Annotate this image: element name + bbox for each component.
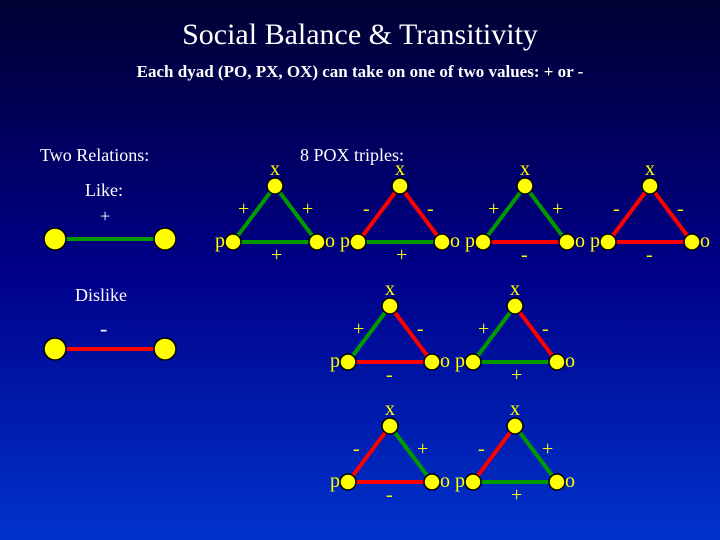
sign-po-t4: - xyxy=(646,244,653,267)
sign-ox-t6: - xyxy=(542,318,549,341)
vertex-o-t1: o xyxy=(325,230,335,253)
vertex-x-t5: x xyxy=(385,278,395,301)
vertex-o-t2: o xyxy=(450,230,460,253)
slide-title: Social Balance & Transitivity xyxy=(0,0,720,52)
sign-px-t7: - xyxy=(353,438,360,461)
vertex-x-t7: x xyxy=(385,398,395,421)
vertex-p-t8: p xyxy=(455,470,465,493)
vertex-o-t6: o xyxy=(565,350,575,373)
slide-subtitle: Each dyad (PO, PX, OX) can take on one o… xyxy=(0,62,720,82)
sign-ox-t4: - xyxy=(677,198,684,221)
sign-po-t5: - xyxy=(386,364,393,387)
triangle-t5 xyxy=(330,290,460,400)
vertex-p-t1: p xyxy=(215,230,225,253)
vertex-x-t2: x xyxy=(395,158,405,181)
triangle-t4 xyxy=(590,170,720,280)
vertex-p-t6: p xyxy=(455,350,465,373)
sign-po-t1: + xyxy=(271,244,282,267)
sign-ox-t8: + xyxy=(542,438,553,461)
dislike-label: Dislike xyxy=(75,285,127,306)
vertex-o-t8: o xyxy=(565,470,575,493)
two-relations-heading: Two Relations: xyxy=(40,145,149,166)
sign-px-t4: - xyxy=(613,198,620,221)
sign-po-t2: + xyxy=(396,244,407,267)
sign-po-t7: - xyxy=(386,484,393,507)
vertex-x-t6: x xyxy=(510,278,520,301)
vertex-p-t4: p xyxy=(590,230,600,253)
sign-px-t6: + xyxy=(478,318,489,341)
vertex-o-t5: o xyxy=(440,350,450,373)
sign-ox-t3: + xyxy=(552,198,563,221)
sign-px-t2: - xyxy=(363,198,370,221)
sign-po-t8: + xyxy=(511,484,522,507)
vertex-p-t3: p xyxy=(465,230,475,253)
dislike-relation-icon xyxy=(40,335,190,365)
like-label: Like: xyxy=(85,180,123,201)
sign-px-t5: + xyxy=(353,318,364,341)
sign-ox-t5: - xyxy=(417,318,424,341)
triangle-t3 xyxy=(465,170,595,280)
sign-po-t3: - xyxy=(521,244,528,267)
vertex-o-t3: o xyxy=(575,230,585,253)
like-sign: + xyxy=(100,206,110,227)
vertex-p-t5: p xyxy=(330,350,340,373)
vertex-o-t4: o xyxy=(700,230,710,253)
vertex-x-t8: x xyxy=(510,398,520,421)
sign-po-t6: + xyxy=(511,364,522,387)
sign-ox-t1: + xyxy=(302,198,313,221)
vertex-p-t7: p xyxy=(330,470,340,493)
vertex-x-t1: x xyxy=(270,158,280,181)
vertex-o-t7: o xyxy=(440,470,450,493)
sign-px-t8: - xyxy=(478,438,485,461)
triples-heading: 8 POX triples: xyxy=(300,145,404,166)
triangle-t7 xyxy=(330,410,460,520)
sign-ox-t2: - xyxy=(427,198,434,221)
vertex-x-t4: x xyxy=(645,158,655,181)
sign-ox-t7: + xyxy=(417,438,428,461)
vertex-x-t3: x xyxy=(520,158,530,181)
sign-px-t1: + xyxy=(238,198,249,221)
like-relation-icon xyxy=(40,225,190,255)
sign-px-t3: + xyxy=(488,198,499,221)
vertex-p-t2: p xyxy=(340,230,350,253)
